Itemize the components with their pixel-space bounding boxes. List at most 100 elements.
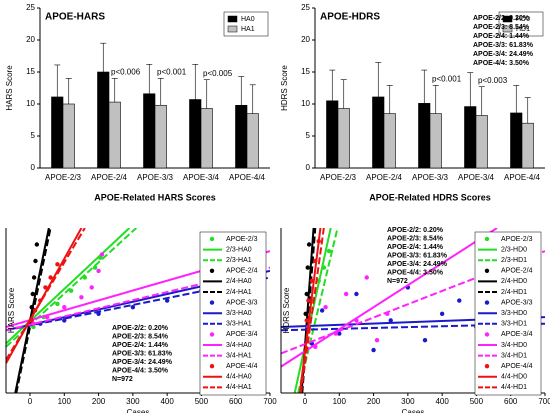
note: APOE-2/4: 1.44%	[112, 342, 169, 349]
legend-label: APOE-2/3	[501, 236, 533, 243]
note: APOE-3/4: 24.49%	[387, 261, 448, 268]
bar	[326, 100, 339, 169]
legend-label: APOE-3/4	[226, 331, 258, 338]
note: APOE-2/2: 0.20%	[112, 325, 169, 332]
x-axis-label: APOE-Related HDRS Scores	[369, 192, 491, 202]
note: APOE-3/4: 24.49%	[473, 51, 534, 58]
point	[48, 275, 53, 280]
y-tick-label: 20	[301, 35, 310, 44]
bar	[51, 96, 64, 169]
point	[62, 305, 67, 310]
point	[439, 311, 445, 316]
point	[374, 338, 380, 343]
legend-label: 2/4-HA0	[226, 278, 252, 285]
point	[343, 291, 349, 297]
x-tick-label: 300	[401, 397, 415, 406]
annotation: p<0.001	[432, 75, 462, 84]
legend-label: APOE-3/4	[501, 331, 533, 338]
annotation: p<0.001	[157, 68, 187, 77]
fit-line	[299, 228, 325, 393]
bar	[464, 106, 477, 169]
legend-label: APOE-4/4	[501, 363, 533, 370]
y-tick-label: 0	[31, 163, 36, 172]
fit-line	[14, 228, 50, 393]
point	[337, 331, 342, 336]
x-tick-label: 200	[367, 397, 381, 406]
note: APOE-2/2: 0.20%	[387, 227, 444, 234]
bar	[521, 122, 534, 169]
legend-label: APOE-3/3	[501, 299, 533, 306]
point	[306, 298, 311, 303]
x-tick-label: APOE-3/4	[183, 173, 220, 182]
y-axis-label: HDRS Score	[282, 287, 291, 333]
legend-label: 3/3-HA1	[226, 321, 252, 328]
point	[43, 285, 48, 290]
note: N=972	[112, 376, 133, 383]
legend-marker	[209, 268, 215, 273]
point	[55, 301, 60, 307]
y-tick-label: 25	[301, 3, 310, 12]
legend-label: 4/4-HD1	[501, 384, 527, 391]
annotation: p<0.006	[111, 68, 141, 77]
point	[33, 258, 38, 264]
bar	[418, 103, 431, 169]
x-axis-label: Cases	[402, 408, 425, 413]
legend-marker	[484, 268, 490, 273]
y-tick-label: 15	[301, 67, 310, 76]
bar	[429, 113, 442, 169]
bar	[475, 115, 488, 169]
note: APOE-2/3: 8.54%	[112, 333, 169, 340]
note: APOE-2/2: 0.20%	[473, 15, 530, 22]
note: APOE-3/4: 24.49%	[112, 359, 173, 366]
y-tick-label: 10	[26, 99, 35, 108]
point	[388, 318, 393, 323]
legend-label: 3/4-HA0	[226, 342, 252, 349]
point	[305, 265, 310, 270]
fit-line	[297, 228, 339, 393]
legend-label: 2/3-HD0	[501, 246, 527, 253]
legend-marker	[484, 364, 490, 369]
legend-swatch	[502, 25, 513, 33]
point	[34, 242, 40, 247]
bar	[189, 99, 202, 169]
x-tick-label: APOE-2/3	[320, 173, 357, 182]
bar	[235, 104, 248, 169]
bar	[108, 101, 121, 169]
x-tick-label: 500	[470, 397, 484, 406]
x-tick-label: 600	[229, 397, 243, 406]
point	[371, 347, 376, 353]
note: APOE-3/3: 61.83%	[112, 350, 173, 357]
bar	[383, 113, 396, 169]
legend-marker	[209, 364, 215, 369]
point	[364, 275, 369, 280]
note: APOE-2/3: 8.54%	[387, 235, 444, 242]
legend-swatch	[227, 25, 238, 33]
bar	[97, 71, 110, 169]
legend-marker	[484, 236, 490, 242]
fit-line	[281, 228, 498, 368]
legend-label: 2/3-HD1	[501, 257, 527, 264]
y-axis-label: HARS Score	[5, 65, 14, 111]
x-tick-label: 0	[303, 397, 308, 406]
x-tick-label: 600	[504, 397, 518, 406]
legend-label: 2/4-HD0	[501, 278, 527, 285]
x-tick-label: APOE-2/4	[366, 173, 403, 182]
legend-label: 3/3-HA0	[226, 310, 252, 317]
annotation: p<0.003	[478, 76, 508, 85]
legend-label: 3/3-HD0	[501, 310, 527, 317]
legend-label: 3/3-HD1	[501, 321, 527, 328]
legend-marker	[484, 300, 490, 305]
legend-marker	[209, 236, 215, 242]
x-tick-label: 400	[435, 397, 449, 406]
x-tick-label: 500	[195, 397, 209, 406]
bar	[143, 93, 156, 169]
x-tick-label: APOE-3/4	[458, 173, 495, 182]
point	[130, 305, 136, 310]
bar	[154, 104, 167, 169]
chart-title: APOE-HDRS	[320, 12, 380, 23]
note: APOE-2/3: 8.54%	[473, 24, 530, 31]
legend-label: 2/3-HA0	[226, 246, 252, 253]
x-tick-label: APOE-4/4	[504, 173, 541, 182]
note: N=972	[387, 278, 408, 285]
legend-label: 4/4-HA0	[226, 374, 252, 381]
